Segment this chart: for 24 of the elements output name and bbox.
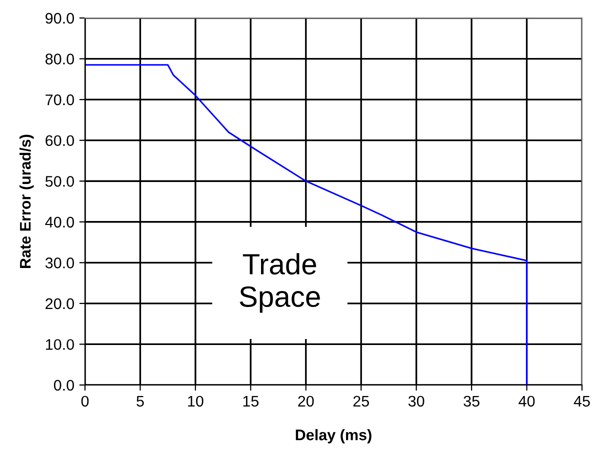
line-series (85, 64, 528, 385)
x-tick-label: 5 (136, 396, 144, 407)
y-tick-label: 60.0 (46, 135, 74, 146)
x-tick-label: 40 (518, 396, 535, 407)
x-tick-label: 45 (574, 396, 590, 407)
x-tick-label: 15 (243, 396, 259, 407)
y-tick-label: 20.0 (46, 298, 74, 310)
y-tick-label: 90.0 (46, 12, 74, 24)
x-tick-label: 35 (464, 396, 480, 407)
x-tick-label: 30 (408, 396, 424, 407)
x-tick-label: 20 (298, 396, 314, 407)
y-tick-label: 70.0 (46, 94, 74, 106)
x-axis-title: Delay (ms) (296, 429, 372, 444)
y-tick-label: 40.0 (45, 216, 74, 228)
x-tick-label: 0 (81, 396, 89, 407)
y-tick-label: 0.0 (54, 380, 74, 391)
x-tick-label: 10 (188, 396, 204, 407)
y-axis-title: Rate Error (urad/s) (20, 134, 34, 268)
y-tick-label: 50.0 (45, 176, 74, 187)
y-tick-label: 10.0 (46, 339, 74, 350)
x-tick-label: 25 (353, 396, 369, 407)
y-tick-label: 30.0 (45, 258, 74, 268)
annotation: Trade Space (240, 253, 320, 313)
y-tick-label: 80.0 (46, 54, 74, 64)
